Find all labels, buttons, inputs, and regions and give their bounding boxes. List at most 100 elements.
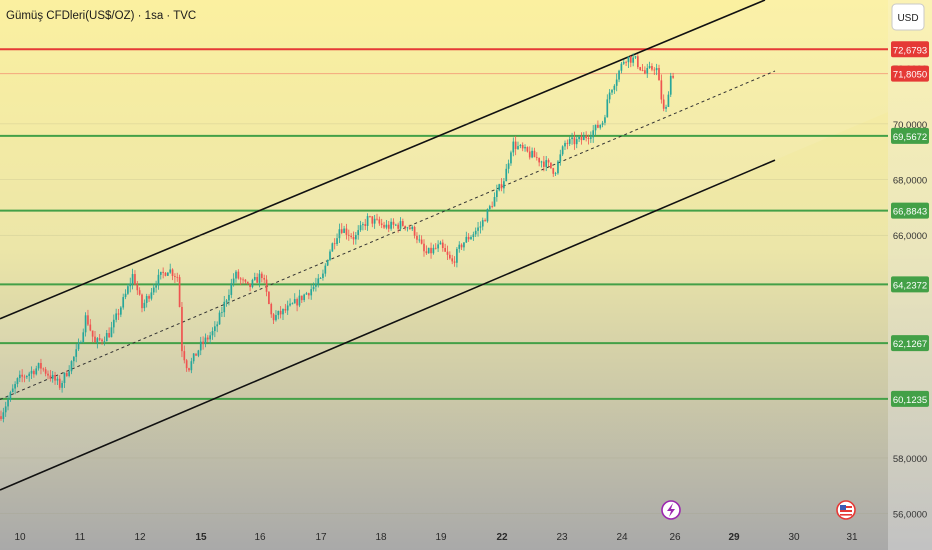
candle-body (658, 68, 660, 81)
candle-body (510, 152, 512, 164)
candle-body (138, 290, 141, 295)
level-tag-last-price (891, 65, 929, 82)
candle-body (56, 378, 59, 381)
candle-body (479, 226, 482, 228)
candle-body (230, 283, 233, 295)
candle-body (625, 61, 627, 63)
candle-body (21, 374, 23, 377)
candle-body (470, 237, 472, 240)
level-price-label: 69,5672 (893, 132, 927, 143)
candle-body (477, 227, 479, 231)
time-tick-label: 24 (616, 532, 628, 543)
candle-body (23, 376, 26, 378)
candle-body (557, 161, 559, 174)
candle-body (115, 313, 117, 320)
candle-body (580, 136, 583, 141)
title-separator-1: · (134, 10, 144, 22)
candle-body (75, 349, 78, 357)
candle-body (47, 373, 49, 376)
candle-body (514, 141, 517, 150)
candle-body (319, 278, 322, 279)
candle-body (37, 362, 40, 369)
candlestick-series[interactable] (0, 53, 674, 423)
candle-body (491, 206, 493, 207)
candle-body (571, 137, 573, 140)
currency-button[interactable]: USD (891, 3, 925, 31)
candle-body (646, 67, 649, 74)
candle-body (326, 259, 329, 266)
price-axis-background[interactable] (888, 0, 932, 550)
lightning-icon[interactable] (661, 500, 681, 520)
candle-body (387, 224, 390, 229)
candle-body (543, 161, 545, 167)
candle-body (355, 235, 357, 240)
candle-body (214, 326, 216, 332)
candle-body (441, 242, 444, 248)
us-flag-icon[interactable] (836, 500, 856, 520)
time-tick-label: 29 (728, 532, 740, 543)
candle-body (432, 247, 435, 254)
candle-body (40, 362, 42, 369)
candle-body (4, 406, 7, 413)
candle-body (550, 162, 552, 169)
level-price-label: 72,6793 (893, 45, 927, 56)
candle-body (77, 343, 80, 350)
candle-body (246, 281, 249, 284)
candle-body (190, 361, 193, 371)
candle-body (49, 375, 52, 379)
candle-body (404, 225, 407, 228)
candle-body (16, 378, 19, 385)
candle-body (129, 283, 132, 287)
price-tick-label: 68,0000 (893, 176, 927, 187)
candle-body (622, 61, 625, 64)
candle-body (157, 274, 160, 286)
candle-body (578, 136, 580, 140)
candle-body (237, 271, 240, 279)
candle-body (394, 224, 397, 226)
candle-body (108, 333, 110, 338)
candle-body (449, 254, 451, 259)
candle-body (18, 374, 21, 379)
candle-body (143, 302, 146, 309)
candle-body (357, 230, 360, 236)
candle-body (277, 310, 280, 316)
candle-body (512, 141, 515, 153)
time-tick-label: 22 (496, 532, 508, 543)
candle-body (176, 276, 179, 278)
candle-body (164, 272, 167, 276)
candle-body (256, 277, 258, 283)
candle-body (223, 301, 226, 313)
candle-body (150, 292, 153, 299)
candle-body (209, 335, 211, 340)
symbol-name: Gümüş CFDleri(US$/OZ) (6, 10, 135, 22)
candle-body (54, 374, 56, 381)
candle-body (613, 85, 616, 90)
candle-body (566, 142, 569, 144)
candle-body (620, 63, 623, 71)
candle-body (637, 56, 639, 68)
candle-body (312, 286, 315, 290)
source-label: TVC (173, 10, 196, 22)
level-price-label: 66,8843 (893, 207, 927, 218)
candle-body (202, 341, 204, 344)
candle-body (552, 168, 555, 174)
candle-body (98, 338, 101, 340)
candle-body (507, 163, 510, 169)
candle-body (117, 313, 120, 315)
price-tick-label: 66,0000 (893, 231, 927, 242)
candle-body (289, 303, 291, 306)
candle-body (131, 274, 134, 284)
candle-body (272, 314, 275, 321)
candle-body (155, 285, 157, 288)
candle-body (73, 356, 75, 362)
regression-channel[interactable] (0, 0, 776, 491)
candle-body (503, 181, 505, 189)
candle-body (369, 216, 371, 217)
candle-body (493, 197, 496, 207)
time-tick-label: 16 (254, 532, 266, 543)
candle-body (500, 184, 503, 189)
channel-upper-line (0, 0, 766, 320)
